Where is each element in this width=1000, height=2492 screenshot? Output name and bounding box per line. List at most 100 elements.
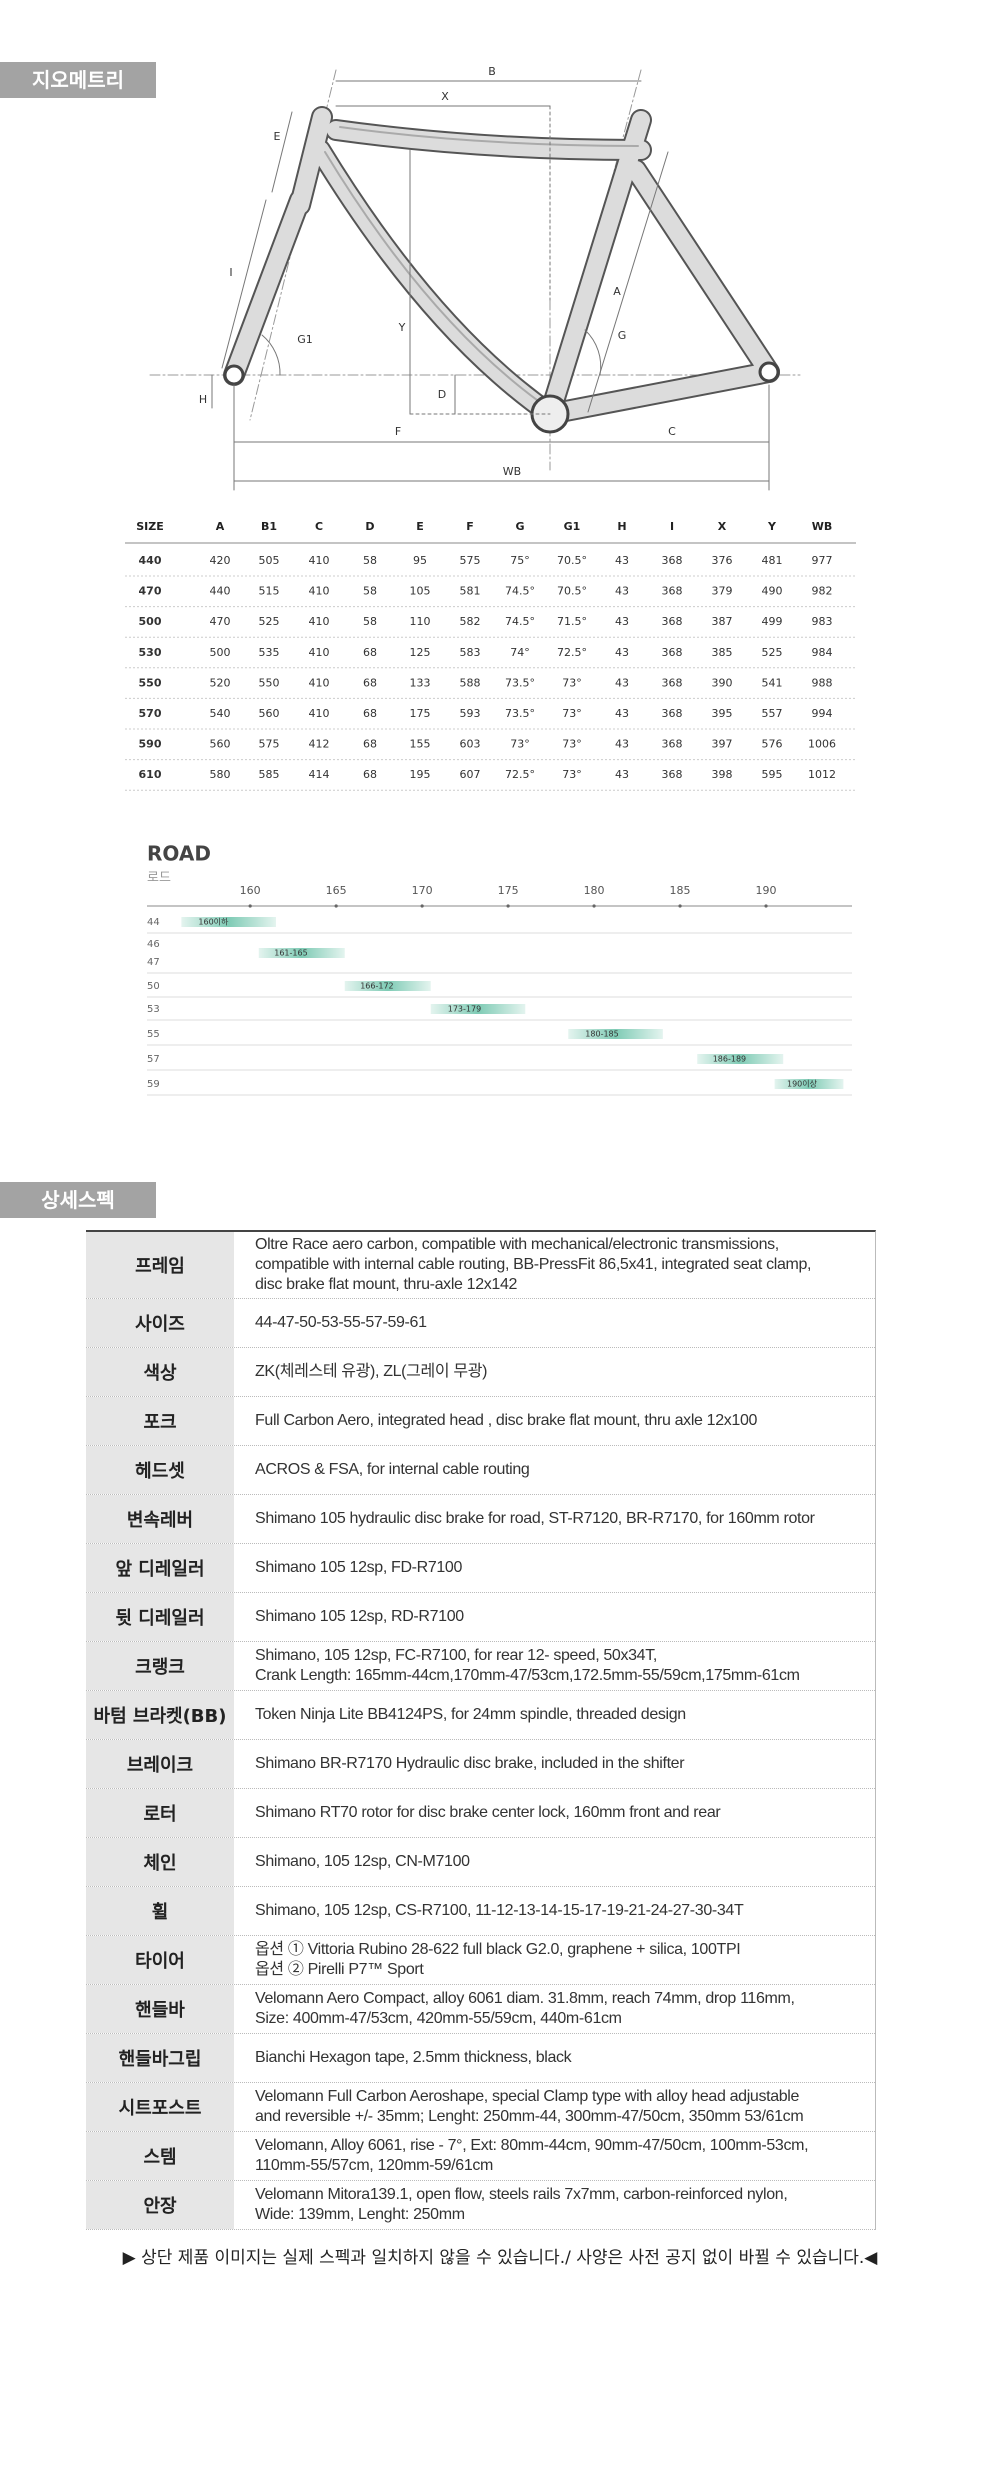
diagram-label: WB [503,465,521,478]
table-cell: 983 [812,615,833,628]
table-header: C [315,520,323,533]
table-cell: 988 [812,676,833,689]
spec-line: disc brake flat mount, thru-axle 12x142 [255,1276,518,1293]
frame-highlight [324,126,639,409]
spec-value: ZK(체레스테 유광), ZL(그레이 무광) [234,1348,487,1396]
rear-axle [758,361,780,383]
spec-row: 휠 Shimano, 105 12sp, CS-R7100, 11-12-13-1… [86,1887,875,1936]
diagram-label: G [618,329,627,342]
table-cell: 368 [662,554,683,567]
table-cell: 74.5° [505,585,535,598]
table-cell: 43 [615,646,629,659]
x-tick-label: 190 [756,884,777,897]
table-cell: 1012 [808,768,836,781]
spec-label: 휠 [86,1887,234,1935]
spec-label: 체인 [86,1838,234,1886]
angle-g1 [261,334,281,376]
table-cell: 412 [309,738,330,751]
spec-line: Shimano 105 12sp, FD-R7100 [255,1559,463,1576]
x-tick-label: 170 [412,884,433,897]
table-cell: 133 [410,676,431,689]
table-cell: 368 [662,768,683,781]
notice: ▶ 상단 제품 이미지는 실제 스펙과 일치하지 않을 수 있습니다./ 사양은… [122,2248,878,2268]
spec-value: Bianchi Hexagon tape, 2.5mm thickness, b… [234,2034,572,2082]
size-bar [568,1029,663,1039]
table-cell: 58 [363,615,377,628]
size-label: 53 [147,1004,160,1015]
size-label: 55 [147,1029,160,1040]
spec-value: Full Carbon Aero, integrated head , disc… [234,1397,757,1445]
diagram-label: G1 [297,333,313,346]
size-label: 59 [147,1079,160,1090]
table-cell: 583 [460,646,481,659]
table-cell: 515 [259,585,280,598]
spec-row: 시트포스트 Velomann Full Carbon Aeroshape, spe… [86,2083,875,2132]
down-tube [311,141,559,423]
table-cell: 368 [662,646,683,659]
head-tube [291,108,331,214]
spec-value: Shimano 105 hydraulic disc brake for roa… [234,1495,815,1543]
spec-value: 44-47-50-53-55-57-59-61 [234,1299,427,1347]
diagram-label: A [613,285,621,298]
table-cell: 581 [460,585,481,598]
table-cell: 58 [363,585,377,598]
table-cell: 73° [562,676,582,689]
table-cell: 74° [510,646,530,659]
table-cell: 95 [413,554,427,567]
size-label: 47 [147,957,160,968]
spec-line: and reversible +/- 35mm; Lenght: 250mm-4… [255,2108,804,2125]
spec-line: ZK(체레스테 유광), ZL(그레이 무광) [255,1363,488,1380]
table-cell: 43 [615,738,629,751]
table-cell: 385 [712,646,733,659]
table-cell: 520 [210,676,231,689]
size-bar [774,1079,844,1089]
table-cell: 977 [812,554,833,567]
table-cell: 420 [210,554,231,567]
x-tick-label: 160 [240,884,261,897]
spec-label: 스템 [86,2132,234,2180]
spec-row: 체인 Shimano, 105 12sp, CN-M7100 [86,1838,875,1887]
spec-label: 핸들바그립 [86,2034,234,2082]
table-cell: 590 [139,738,162,751]
table-header: H [617,520,626,533]
size-label: 57 [147,1054,160,1065]
bar-label: 161-165 [274,949,307,958]
table-cell: 368 [662,615,683,628]
table-cell: 175 [410,707,431,720]
spec-row: 색상 ZK(체레스테 유광), ZL(그레이 무광) [86,1348,875,1397]
table-cell: 576 [762,738,783,751]
table-cell: 470 [210,615,231,628]
diagram-label: X [441,90,449,103]
spec-row: 안장 Velomann Mitora139.1, open flow, steel… [86,2181,875,2230]
dim-i [221,199,267,369]
tick-mark [248,904,252,908]
table-header: G [515,520,524,533]
table-cell: 540 [210,707,231,720]
spec-value: Shimano, 105 12sp, CN-M7100 [234,1838,470,1886]
dim-e [271,111,293,193]
spec-label: 시트포스트 [86,2083,234,2131]
spec-label: 변속레버 [86,1495,234,1543]
table-cell: 368 [662,738,683,751]
spec-label: 색상 [86,1348,234,1396]
spec-line: Token Ninja Lite BB4124PS, for 24mm spin… [255,1706,686,1723]
tick-mark [506,904,510,908]
table-cell: 499 [762,615,783,628]
size-bar [344,981,431,991]
spec-label: 뒷 디레일러 [86,1593,234,1641]
table-cell: 557 [762,707,783,720]
spec-label: 타이어 [86,1936,234,1984]
spec-line: 44-47-50-53-55-57-59-61 [255,1314,427,1331]
spec-value: Shimano 105 12sp, FD-R7100 [234,1544,462,1592]
table-header: A [216,520,225,533]
spec-line: Velomann Mitora139.1, open flow, steels … [255,2186,788,2203]
dim-a [587,151,669,413]
table-cell: 440 [210,585,231,598]
spec-row: 앞 디레일러 Shimano 105 12sp, FD-R7100 [86,1544,875,1593]
table-cell: 588 [460,676,481,689]
table-cell: 73° [510,738,530,751]
table-header: B1 [261,520,277,533]
table-cell: 481 [762,554,783,567]
spec-row: 핸들바 Velomann Aero Compact, alloy 6061 dia… [86,1985,875,2034]
